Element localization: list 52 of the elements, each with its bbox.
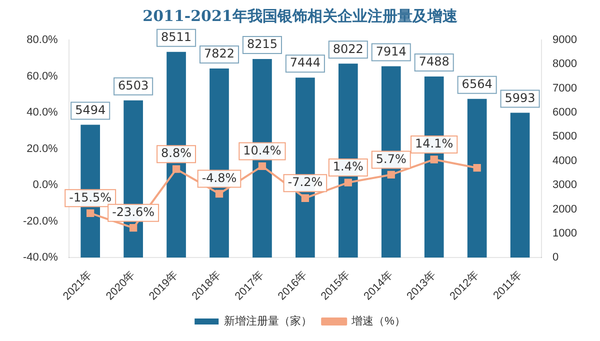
y2-tick-label: 5000	[552, 130, 578, 143]
data-label: 6564	[462, 77, 492, 92]
y-tick-label: 80.0%	[26, 34, 58, 46]
bar	[510, 112, 530, 258]
y2-tick-label: 6000	[552, 106, 578, 119]
y2-tick-label: 0	[552, 252, 559, 264]
point	[86, 209, 94, 217]
data-label: 10.4%	[243, 143, 282, 158]
data-label: -7.2%	[288, 175, 323, 190]
y-tick-label: 20.0%	[26, 142, 58, 155]
y-tick-label: -20.0%	[22, 215, 58, 228]
y2-tick-label: 9000	[552, 34, 578, 46]
data-label: 5494	[75, 102, 106, 117]
point	[301, 194, 310, 202]
data-label: -15.5%	[69, 190, 112, 204]
data-label: 5.7%	[376, 152, 406, 166]
y2-tick-label: 8000	[552, 58, 578, 70]
point	[215, 190, 224, 198]
legend-label: 增速（%）	[350, 314, 406, 328]
y-tick-label: 60.0%	[26, 70, 58, 82]
y2-tick-label: 7000	[552, 82, 578, 94]
point	[129, 224, 138, 232]
y2-tick-label: 1000	[552, 227, 578, 240]
data-label: 7914	[376, 44, 406, 58]
y-tick-label: -40.0%	[22, 252, 58, 264]
point	[473, 164, 481, 172]
point	[344, 178, 352, 186]
point	[172, 165, 180, 173]
chart-title: 2011-2021年我国银饰相关企业注册量及增速	[142, 6, 458, 25]
data-label: -4.8%	[202, 170, 237, 185]
data-label: 6503	[118, 78, 149, 92]
data-label: 8215	[246, 37, 278, 52]
data-label: 8511	[161, 30, 192, 44]
data-label: 1.4%	[332, 160, 364, 174]
data-label: 14.1%	[415, 136, 454, 151]
data-label: 7488	[418, 54, 450, 69]
y2-tick-label: 3000	[552, 179, 578, 192]
data-label: -23.6%	[112, 204, 155, 219]
y2-tick-label: 4000	[552, 154, 578, 167]
point	[258, 162, 266, 170]
bar	[467, 98, 487, 258]
point	[387, 170, 395, 179]
data-label: 8.8%	[161, 146, 192, 160]
legend-label: 新增注册量（家）	[224, 314, 312, 328]
y-tick-label: 0.0%	[32, 179, 58, 192]
data-label: 5993	[504, 90, 536, 105]
data-label: 8022	[332, 42, 364, 56]
data-label: 7822	[204, 46, 235, 61]
y-tick-label: 40.0%	[26, 106, 58, 119]
data-label: 7444	[290, 56, 320, 70]
y2-tick-label: 2000	[552, 203, 578, 216]
point	[430, 156, 438, 164]
